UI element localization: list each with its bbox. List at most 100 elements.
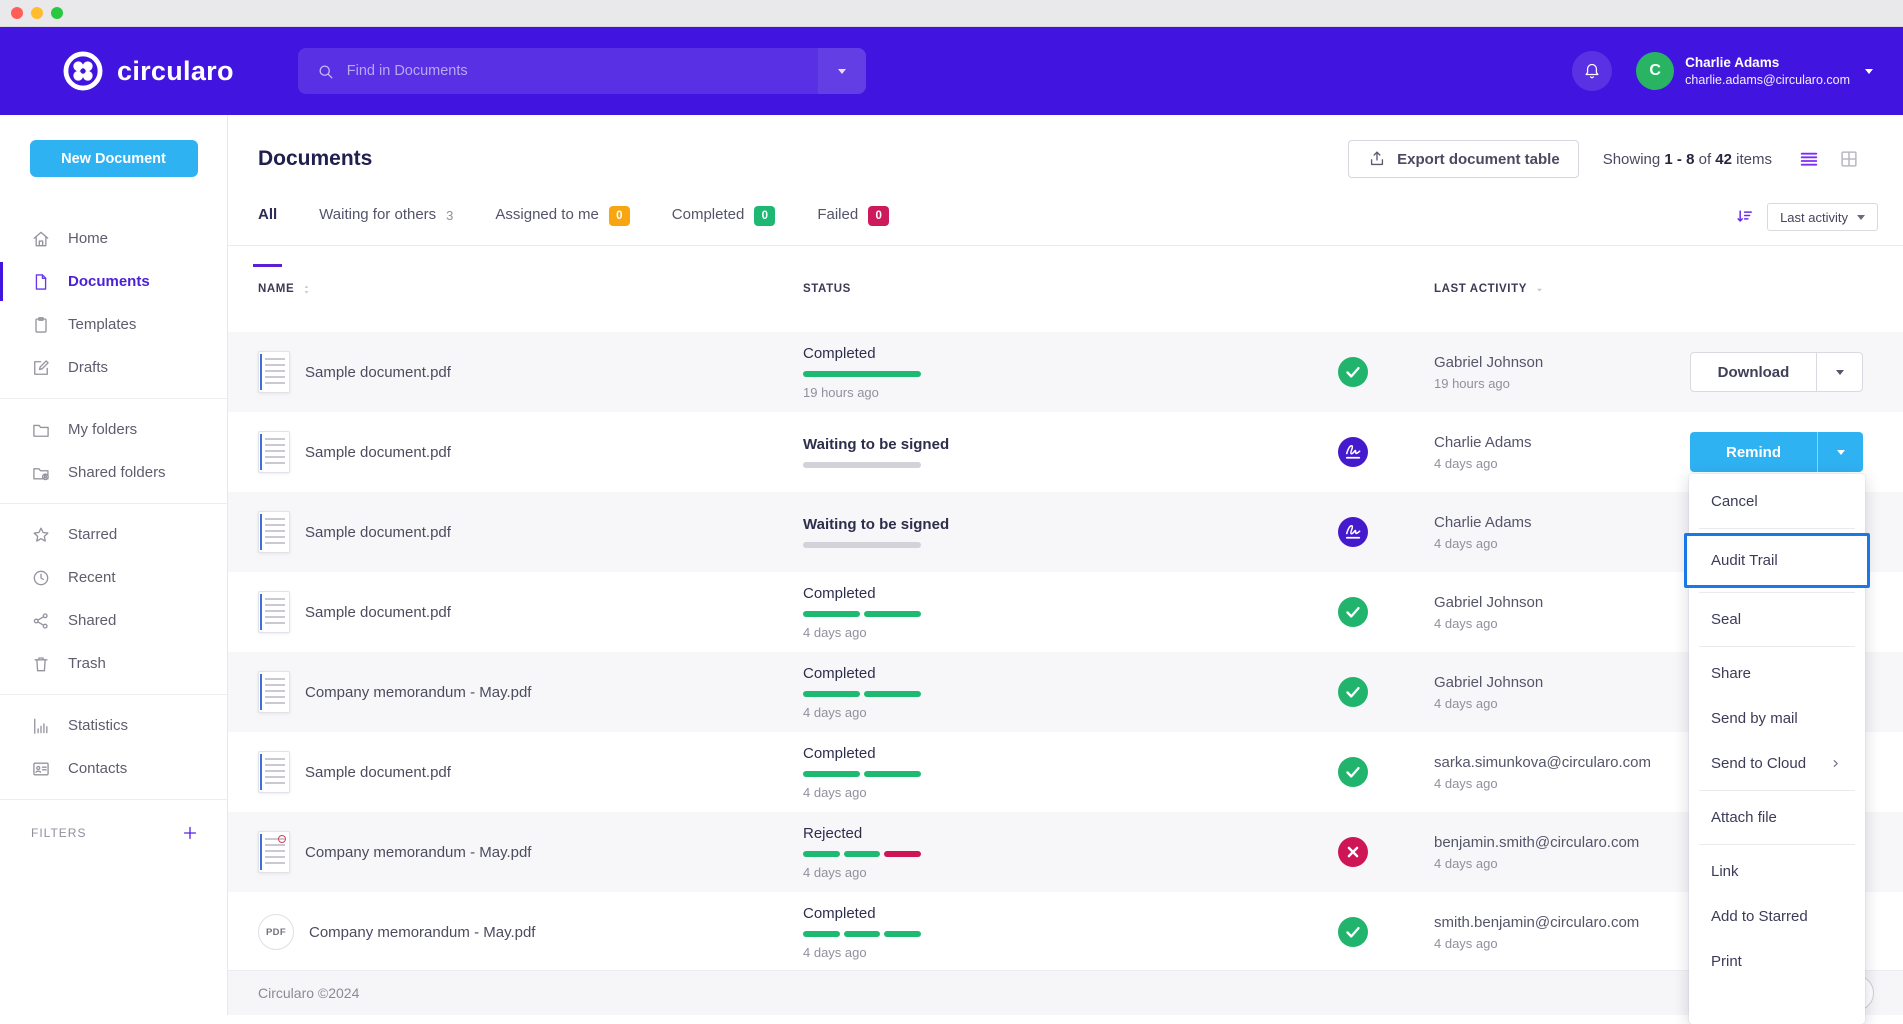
- tab-failed[interactable]: Failed 0: [817, 203, 890, 245]
- user-name: Charlie Adams: [1685, 55, 1780, 71]
- menu-item-send-by-mail[interactable]: Send by mail: [1711, 710, 1798, 727]
- close-button[interactable]: [11, 7, 23, 19]
- sign-status-icon: [1338, 437, 1368, 467]
- sort-direction-icon[interactable]: [1735, 207, 1755, 227]
- add-filter-button[interactable]: [180, 823, 200, 843]
- menu-item-seal[interactable]: Seal: [1711, 611, 1742, 628]
- menu-item-audit-trail[interactable]: Audit Trail: [1684, 533, 1870, 588]
- brand-logo[interactable]: circularo: [62, 50, 234, 92]
- user-menu[interactable]: C Charlie Adams charlie.adams@circularo.…: [1636, 52, 1873, 90]
- download-dropdown-toggle[interactable]: [1816, 353, 1862, 391]
- last-activity-time: 4 days ago: [1434, 615, 1498, 631]
- minimize-button[interactable]: [31, 7, 43, 19]
- pdf-thumbnail: PDF: [258, 914, 294, 950]
- sidebar-divider: [0, 694, 227, 695]
- sidebar-item-trash[interactable]: Trash: [0, 642, 227, 685]
- sort-arrows-icon: [300, 283, 313, 296]
- document-thumbnail: [258, 511, 290, 553]
- sidebar-item-statistics[interactable]: Statistics: [0, 704, 227, 747]
- export-document-table-button[interactable]: Export document table: [1348, 140, 1579, 178]
- menu-divider: [1699, 528, 1855, 529]
- sidebar-item-my-folders[interactable]: My folders: [0, 408, 227, 451]
- list-view-icon[interactable]: [1798, 148, 1820, 170]
- menu-item-cancel[interactable]: Cancel: [1711, 493, 1758, 510]
- table-row[interactable]: PDF Company memorandum - May.pdf Completed…: [228, 892, 1903, 972]
- table-row[interactable]: Sample document.pdf Completed 4 days ago Ga…: [228, 572, 1903, 652]
- progress-bar: [803, 690, 921, 697]
- table-row[interactable]: Company memorandum - May.pdf Rejected 4 da…: [228, 812, 1903, 892]
- remind-button[interactable]: Remind: [1690, 432, 1863, 472]
- table-row[interactable]: Sample document.pdf Completed 19 hours ago…: [228, 332, 1903, 412]
- chevron-down-icon: [1865, 68, 1873, 74]
- document-name: Company memorandum - May.pdf: [309, 923, 536, 941]
- table-row[interactable]: Sample document.pdf Waiting to be signed C…: [228, 492, 1903, 572]
- remind-dropdown-toggle[interactable]: [1817, 432, 1863, 472]
- sidebar-item-recent[interactable]: Recent: [0, 556, 227, 599]
- search-scope-dropdown[interactable]: [817, 48, 866, 94]
- progress-bar: [803, 850, 922, 857]
- sidebar-item-drafts[interactable]: Drafts: [0, 346, 227, 389]
- status-label: Completed: [803, 904, 876, 922]
- tab-all[interactable]: All: [252, 203, 283, 267]
- tab-assigned-to-me[interactable]: Assigned to me 0: [495, 203, 630, 245]
- sidebar-item-templates[interactable]: Templates: [0, 303, 227, 346]
- filters-section: FILTERS: [0, 810, 227, 843]
- table-row[interactable]: Sample document.pdf Waiting to be signed C…: [228, 412, 1903, 492]
- status-label: Completed: [803, 744, 876, 762]
- zoom-button[interactable]: [51, 7, 63, 19]
- status-label: Waiting to be signed: [803, 516, 950, 533]
- status-time: 4 days ago: [803, 784, 867, 800]
- check-status-icon: [1338, 357, 1368, 387]
- last-activity-actor: sarka.simunkova@circularo.com: [1434, 753, 1651, 771]
- document-tabs: All Waiting for others 3 Assigned to me 0 Com…: [228, 203, 1903, 267]
- footer: Circularo ©2024: [228, 970, 1903, 1015]
- sort-by-dropdown[interactable]: Last activity: [1767, 203, 1878, 231]
- sidebar-item-contacts[interactable]: Contacts: [0, 747, 227, 790]
- menu-item-print[interactable]: Print: [1711, 953, 1742, 970]
- check-status-icon: [1338, 757, 1368, 787]
- stats-icon: [31, 716, 51, 736]
- menu-item-link[interactable]: Link: [1711, 863, 1739, 880]
- last-activity-time: 4 days ago: [1434, 775, 1498, 791]
- menu-item-share[interactable]: Share: [1711, 665, 1752, 682]
- tab-completed[interactable]: Completed 0: [672, 203, 776, 245]
- column-header-name[interactable]: NAME: [228, 283, 803, 296]
- tab-count: 3: [446, 208, 454, 223]
- search-input[interactable]: [346, 63, 818, 79]
- sidebar-divider: [0, 503, 227, 504]
- sidebar-item-starred[interactable]: Starred: [0, 513, 227, 556]
- menu-item-send-to-cloud[interactable]: Send to Cloud: [1689, 741, 1865, 786]
- menu-item-attach-file[interactable]: Attach file: [1711, 809, 1777, 826]
- clock-icon: [31, 568, 51, 588]
- sidebar-item-documents[interactable]: Documents: [0, 260, 227, 303]
- notifications-button[interactable]: [1572, 51, 1613, 91]
- menu-divider: [1699, 790, 1855, 791]
- check-status-icon: [1338, 597, 1368, 627]
- tab-waiting-for-others[interactable]: Waiting for others 3: [319, 206, 454, 223]
- status-time: 19 hours ago: [803, 384, 879, 400]
- last-activity-time: 4 days ago: [1434, 695, 1498, 711]
- sidebar-item-home[interactable]: Home: [0, 217, 227, 260]
- main-content: Documents Export document table Showing …: [228, 115, 1903, 1015]
- page-title: Documents: [258, 147, 373, 170]
- document-thumbnail: [258, 591, 290, 633]
- sort-caret-icon: [1533, 283, 1546, 296]
- grid-view-icon[interactable]: [1838, 148, 1860, 170]
- menu-divider: [1699, 646, 1855, 647]
- share-icon: [31, 611, 51, 631]
- last-activity-actor: smith.benjamin@circularo.com: [1434, 913, 1640, 931]
- bell-icon: [1582, 61, 1602, 81]
- progress-bar: [803, 462, 921, 468]
- table-row[interactable]: Company memorandum - May.pdf Completed 4 d…: [228, 652, 1903, 732]
- check-status-icon: [1338, 917, 1368, 947]
- download-button[interactable]: Download: [1690, 352, 1863, 392]
- sidebar-item-shared[interactable]: Shared: [0, 599, 227, 642]
- column-header-status[interactable]: STATUS: [803, 283, 851, 295]
- sidebar-item-shared-folders[interactable]: Shared folders: [0, 451, 227, 494]
- column-header-last-activity[interactable]: LAST ACTIVITY: [1434, 283, 1903, 296]
- table-row[interactable]: Sample document.pdf Completed 4 days ago sa…: [228, 732, 1903, 812]
- document-name: Company memorandum - May.pdf: [305, 683, 532, 701]
- table-header: NAME STATUS LAST ACTIVITY: [228, 246, 1903, 332]
- menu-item-add-to-starred[interactable]: Add to Starred: [1711, 908, 1808, 925]
- new-document-button[interactable]: New Document: [29, 140, 198, 177]
